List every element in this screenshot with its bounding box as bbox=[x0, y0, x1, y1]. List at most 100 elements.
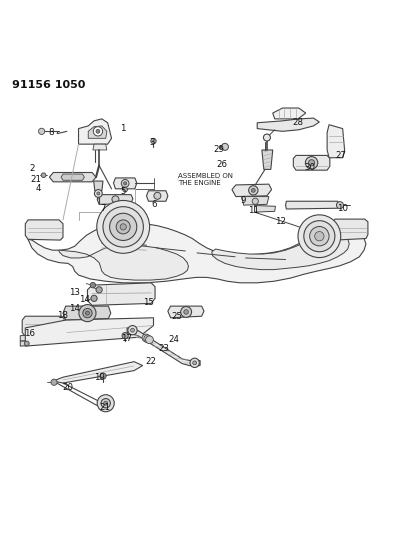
Circle shape bbox=[130, 328, 134, 332]
Circle shape bbox=[83, 309, 92, 318]
Circle shape bbox=[100, 373, 106, 379]
Text: 10: 10 bbox=[337, 204, 348, 213]
Polygon shape bbox=[61, 174, 84, 180]
Circle shape bbox=[96, 287, 102, 293]
Text: 5: 5 bbox=[121, 188, 126, 197]
Circle shape bbox=[336, 201, 344, 208]
Circle shape bbox=[121, 180, 129, 187]
Polygon shape bbox=[332, 219, 368, 240]
Text: 18: 18 bbox=[58, 311, 69, 320]
Circle shape bbox=[190, 358, 199, 367]
Circle shape bbox=[96, 130, 100, 133]
Text: 23: 23 bbox=[158, 344, 169, 352]
Polygon shape bbox=[93, 144, 107, 150]
Circle shape bbox=[305, 157, 318, 169]
Polygon shape bbox=[88, 126, 107, 138]
Text: 21: 21 bbox=[30, 175, 41, 183]
Circle shape bbox=[151, 138, 156, 144]
Polygon shape bbox=[113, 178, 137, 189]
Circle shape bbox=[51, 379, 57, 385]
Text: 1: 1 bbox=[121, 124, 126, 133]
Text: 14: 14 bbox=[69, 304, 80, 313]
Polygon shape bbox=[294, 156, 330, 170]
Polygon shape bbox=[25, 318, 154, 346]
Polygon shape bbox=[286, 201, 339, 209]
Polygon shape bbox=[327, 125, 345, 158]
Text: 15: 15 bbox=[143, 298, 154, 306]
Circle shape bbox=[112, 196, 119, 203]
Circle shape bbox=[95, 190, 102, 197]
Polygon shape bbox=[168, 306, 204, 318]
Polygon shape bbox=[257, 118, 320, 131]
Circle shape bbox=[310, 227, 329, 246]
Circle shape bbox=[90, 282, 96, 288]
Polygon shape bbox=[255, 206, 275, 212]
Text: 16: 16 bbox=[24, 329, 35, 338]
Circle shape bbox=[41, 173, 46, 177]
Circle shape bbox=[97, 200, 150, 253]
Circle shape bbox=[309, 160, 315, 166]
Polygon shape bbox=[49, 173, 96, 182]
Circle shape bbox=[144, 335, 152, 343]
Text: 27: 27 bbox=[335, 151, 346, 160]
Text: 20: 20 bbox=[63, 383, 74, 392]
Circle shape bbox=[146, 336, 153, 344]
Circle shape bbox=[85, 311, 89, 315]
Polygon shape bbox=[20, 335, 67, 341]
Polygon shape bbox=[212, 231, 349, 270]
Text: 91156 1050: 91156 1050 bbox=[13, 80, 86, 90]
Circle shape bbox=[264, 134, 270, 141]
Text: 2: 2 bbox=[29, 164, 35, 173]
Text: 14: 14 bbox=[79, 295, 90, 304]
Circle shape bbox=[116, 220, 130, 234]
Polygon shape bbox=[22, 316, 64, 336]
Circle shape bbox=[93, 127, 102, 136]
Polygon shape bbox=[63, 306, 111, 320]
Polygon shape bbox=[28, 223, 366, 283]
Circle shape bbox=[91, 295, 97, 302]
Circle shape bbox=[249, 185, 258, 195]
Circle shape bbox=[123, 187, 128, 192]
Text: 25: 25 bbox=[171, 312, 182, 321]
Circle shape bbox=[142, 334, 150, 342]
Text: 7: 7 bbox=[100, 204, 106, 213]
Polygon shape bbox=[147, 191, 168, 201]
Circle shape bbox=[120, 224, 126, 230]
Circle shape bbox=[184, 310, 188, 314]
Text: 9: 9 bbox=[241, 196, 246, 205]
Circle shape bbox=[110, 213, 137, 240]
Text: 6: 6 bbox=[152, 200, 157, 209]
Polygon shape bbox=[127, 328, 200, 366]
Text: 19: 19 bbox=[94, 373, 104, 382]
Polygon shape bbox=[262, 150, 273, 169]
Circle shape bbox=[97, 395, 114, 412]
Polygon shape bbox=[87, 283, 155, 305]
Circle shape bbox=[39, 128, 45, 134]
Text: 17: 17 bbox=[121, 334, 132, 343]
Text: 22: 22 bbox=[145, 357, 156, 366]
Text: ASSEMBLED ON
THE ENGINE: ASSEMBLED ON THE ENGINE bbox=[178, 173, 233, 185]
Circle shape bbox=[181, 306, 191, 317]
Circle shape bbox=[122, 333, 128, 339]
Circle shape bbox=[97, 192, 100, 195]
Circle shape bbox=[79, 304, 96, 321]
Text: 28: 28 bbox=[292, 118, 303, 127]
Circle shape bbox=[304, 221, 335, 252]
Polygon shape bbox=[25, 220, 63, 240]
Circle shape bbox=[193, 361, 197, 365]
Polygon shape bbox=[20, 341, 36, 346]
Circle shape bbox=[128, 326, 137, 335]
Circle shape bbox=[298, 215, 341, 257]
Text: 24: 24 bbox=[168, 335, 179, 344]
Polygon shape bbox=[97, 195, 133, 204]
Text: 3: 3 bbox=[150, 138, 155, 147]
Text: 4: 4 bbox=[36, 184, 41, 193]
Text: 26: 26 bbox=[217, 160, 228, 169]
Circle shape bbox=[24, 341, 29, 346]
Polygon shape bbox=[242, 197, 269, 205]
Text: 30: 30 bbox=[304, 163, 315, 172]
Circle shape bbox=[315, 231, 324, 241]
Circle shape bbox=[124, 182, 127, 185]
Circle shape bbox=[101, 399, 110, 408]
Text: 13: 13 bbox=[69, 288, 80, 297]
